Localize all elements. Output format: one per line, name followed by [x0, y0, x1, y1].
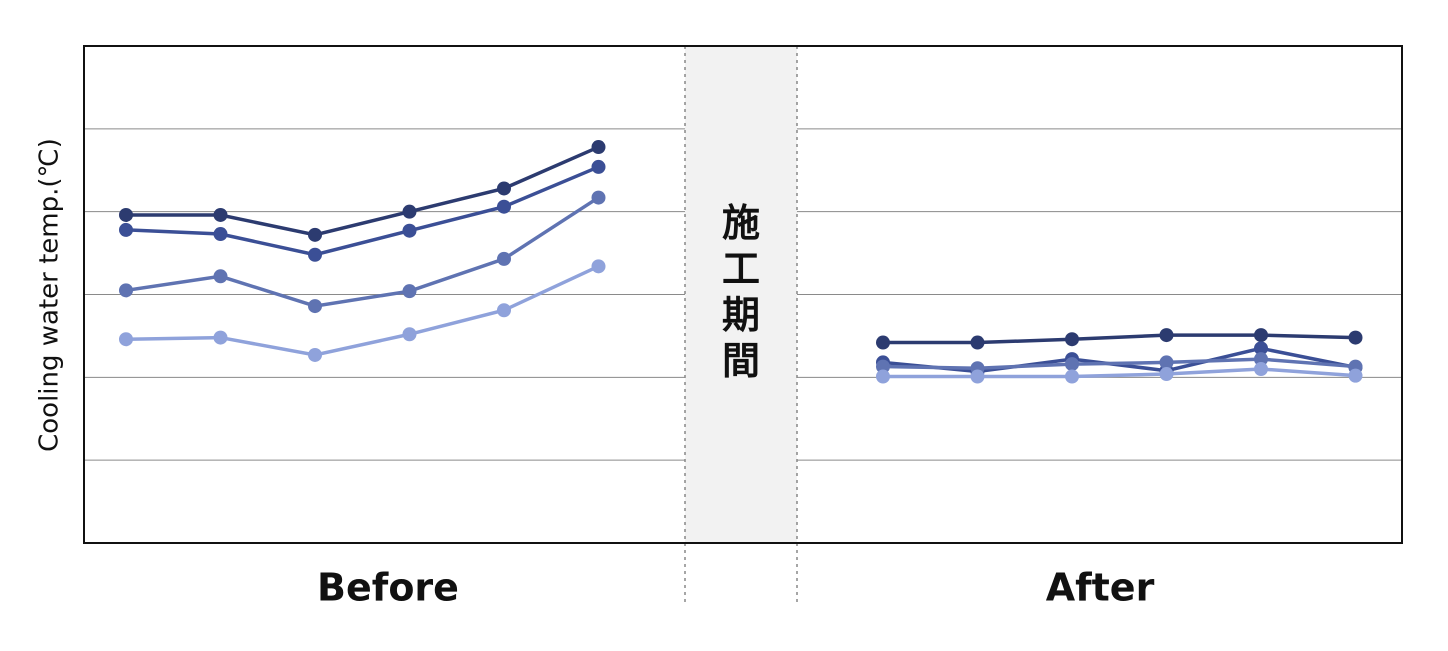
series-point — [213, 227, 228, 242]
series-point — [308, 347, 322, 362]
series-point — [876, 335, 890, 350]
plot-frame — [83, 45, 1403, 544]
construction-period-band — [685, 46, 797, 543]
series-line — [125, 264, 600, 357]
series-point — [119, 332, 133, 347]
series-point — [402, 327, 417, 342]
series-point — [876, 369, 890, 384]
series-point — [119, 207, 133, 222]
series-point — [1065, 369, 1079, 384]
series-point — [308, 227, 322, 242]
series-line — [882, 357, 1356, 370]
series-point — [591, 259, 606, 274]
series-line — [125, 196, 600, 308]
series-point — [213, 269, 228, 284]
y-axis-label: Cooling water temp.(℃) — [35, 138, 65, 452]
period-label: 施工期間 — [722, 201, 760, 383]
series-line — [126, 145, 600, 237]
series-point — [970, 369, 985, 384]
series-point — [119, 283, 133, 298]
series-point — [497, 303, 511, 318]
series-point — [308, 247, 322, 262]
series-point — [1254, 352, 1268, 367]
series-point — [591, 190, 606, 205]
series-point — [591, 140, 606, 155]
series-point — [402, 284, 417, 299]
series-line — [883, 367, 1356, 379]
series-point — [213, 207, 228, 222]
series-point — [1065, 332, 1079, 347]
series-point — [970, 335, 985, 350]
series-point — [1254, 341, 1268, 356]
series-point — [497, 251, 511, 266]
series-point — [308, 299, 322, 314]
series-point — [1254, 328, 1268, 343]
series-line — [883, 333, 1356, 345]
series-point — [497, 181, 511, 196]
panel-label: Before — [317, 566, 459, 610]
series-point — [1254, 362, 1268, 377]
series-point — [1348, 368, 1363, 383]
series-line — [125, 165, 600, 257]
series-point — [1159, 355, 1174, 370]
series-point — [876, 359, 890, 374]
series-point — [1065, 357, 1079, 372]
series-point — [213, 330, 228, 345]
series-point — [497, 199, 511, 214]
series-point — [1348, 330, 1363, 345]
panel-label: After — [1046, 566, 1155, 610]
series-point — [1159, 367, 1174, 382]
series-point — [402, 223, 417, 238]
series-point — [402, 204, 417, 219]
series-point — [591, 159, 606, 174]
series-point — [119, 222, 133, 237]
series-point — [1159, 328, 1174, 343]
